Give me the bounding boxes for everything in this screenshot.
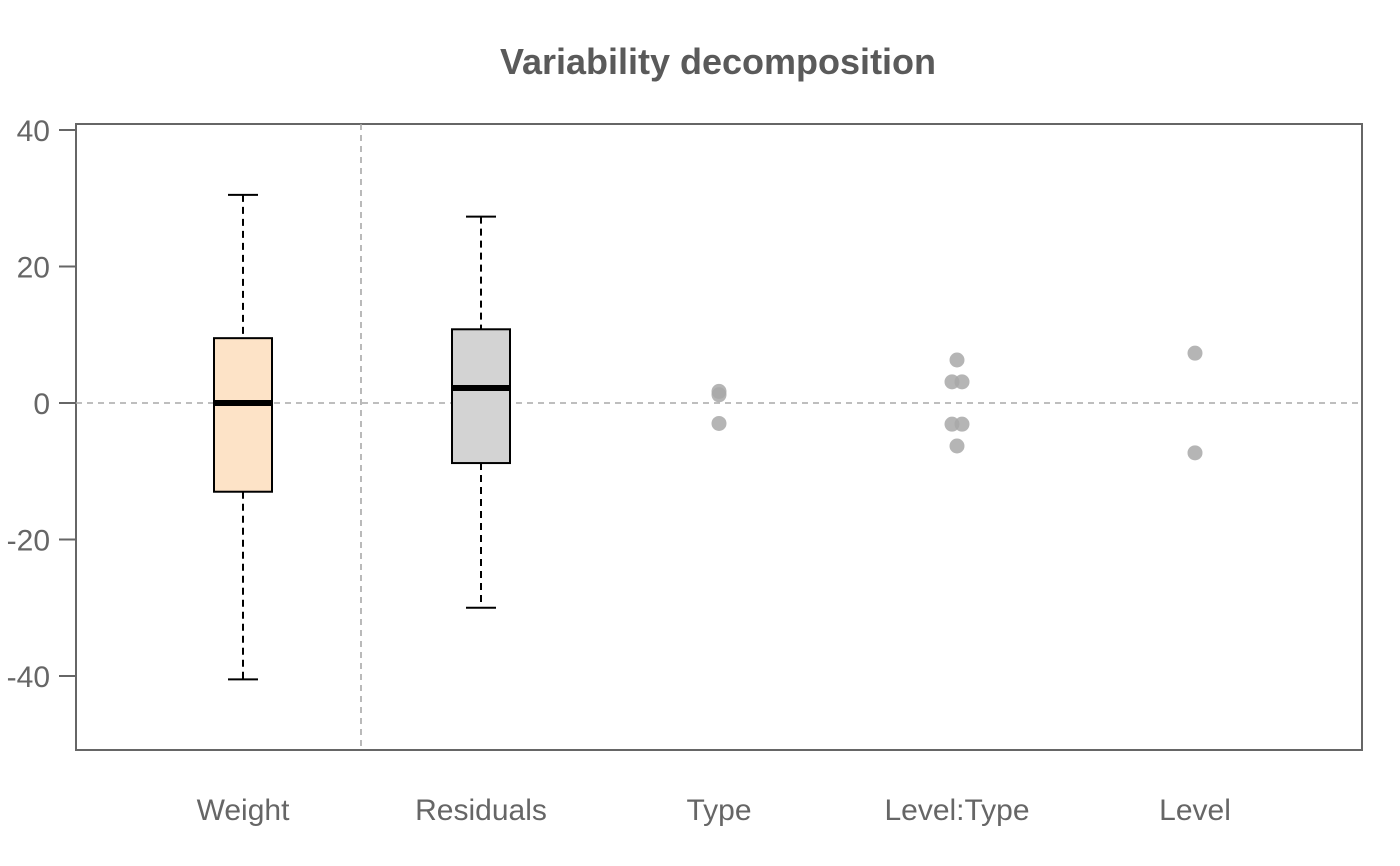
x-category-label: Residuals [415, 794, 547, 827]
box-residuals [451, 328, 511, 465]
data-point [711, 387, 727, 403]
x-category-label: Level:Type [884, 794, 1029, 827]
plot-area: 40 20 0 -20 -40 Weight Residuals Type Level:Type… [7, 115, 1363, 827]
y-tick-label: 0 [33, 388, 50, 421]
y-tick-label: -20 [7, 525, 50, 558]
x-category-label: Level [1159, 794, 1231, 827]
x-category-label: Type [686, 794, 751, 827]
y-tick-label: 20 [17, 252, 50, 285]
data-point [949, 352, 965, 368]
data-point [949, 438, 965, 454]
chart-title: Variability decomposition [500, 41, 936, 82]
x-category-label: Weight [197, 794, 290, 827]
box-weight [213, 337, 273, 493]
y-tick-label: 40 [17, 115, 50, 148]
data-point [711, 415, 727, 431]
data-point [954, 416, 970, 432]
plot-frame [75, 123, 1363, 751]
data-point [1187, 345, 1203, 361]
y-tick-label: -40 [7, 661, 50, 694]
data-point [954, 374, 970, 390]
data-point [1187, 445, 1203, 461]
